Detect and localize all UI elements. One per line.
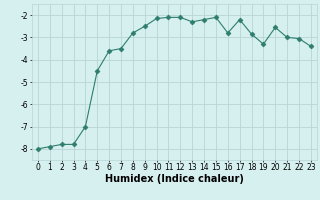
X-axis label: Humidex (Indice chaleur): Humidex (Indice chaleur)	[105, 174, 244, 184]
